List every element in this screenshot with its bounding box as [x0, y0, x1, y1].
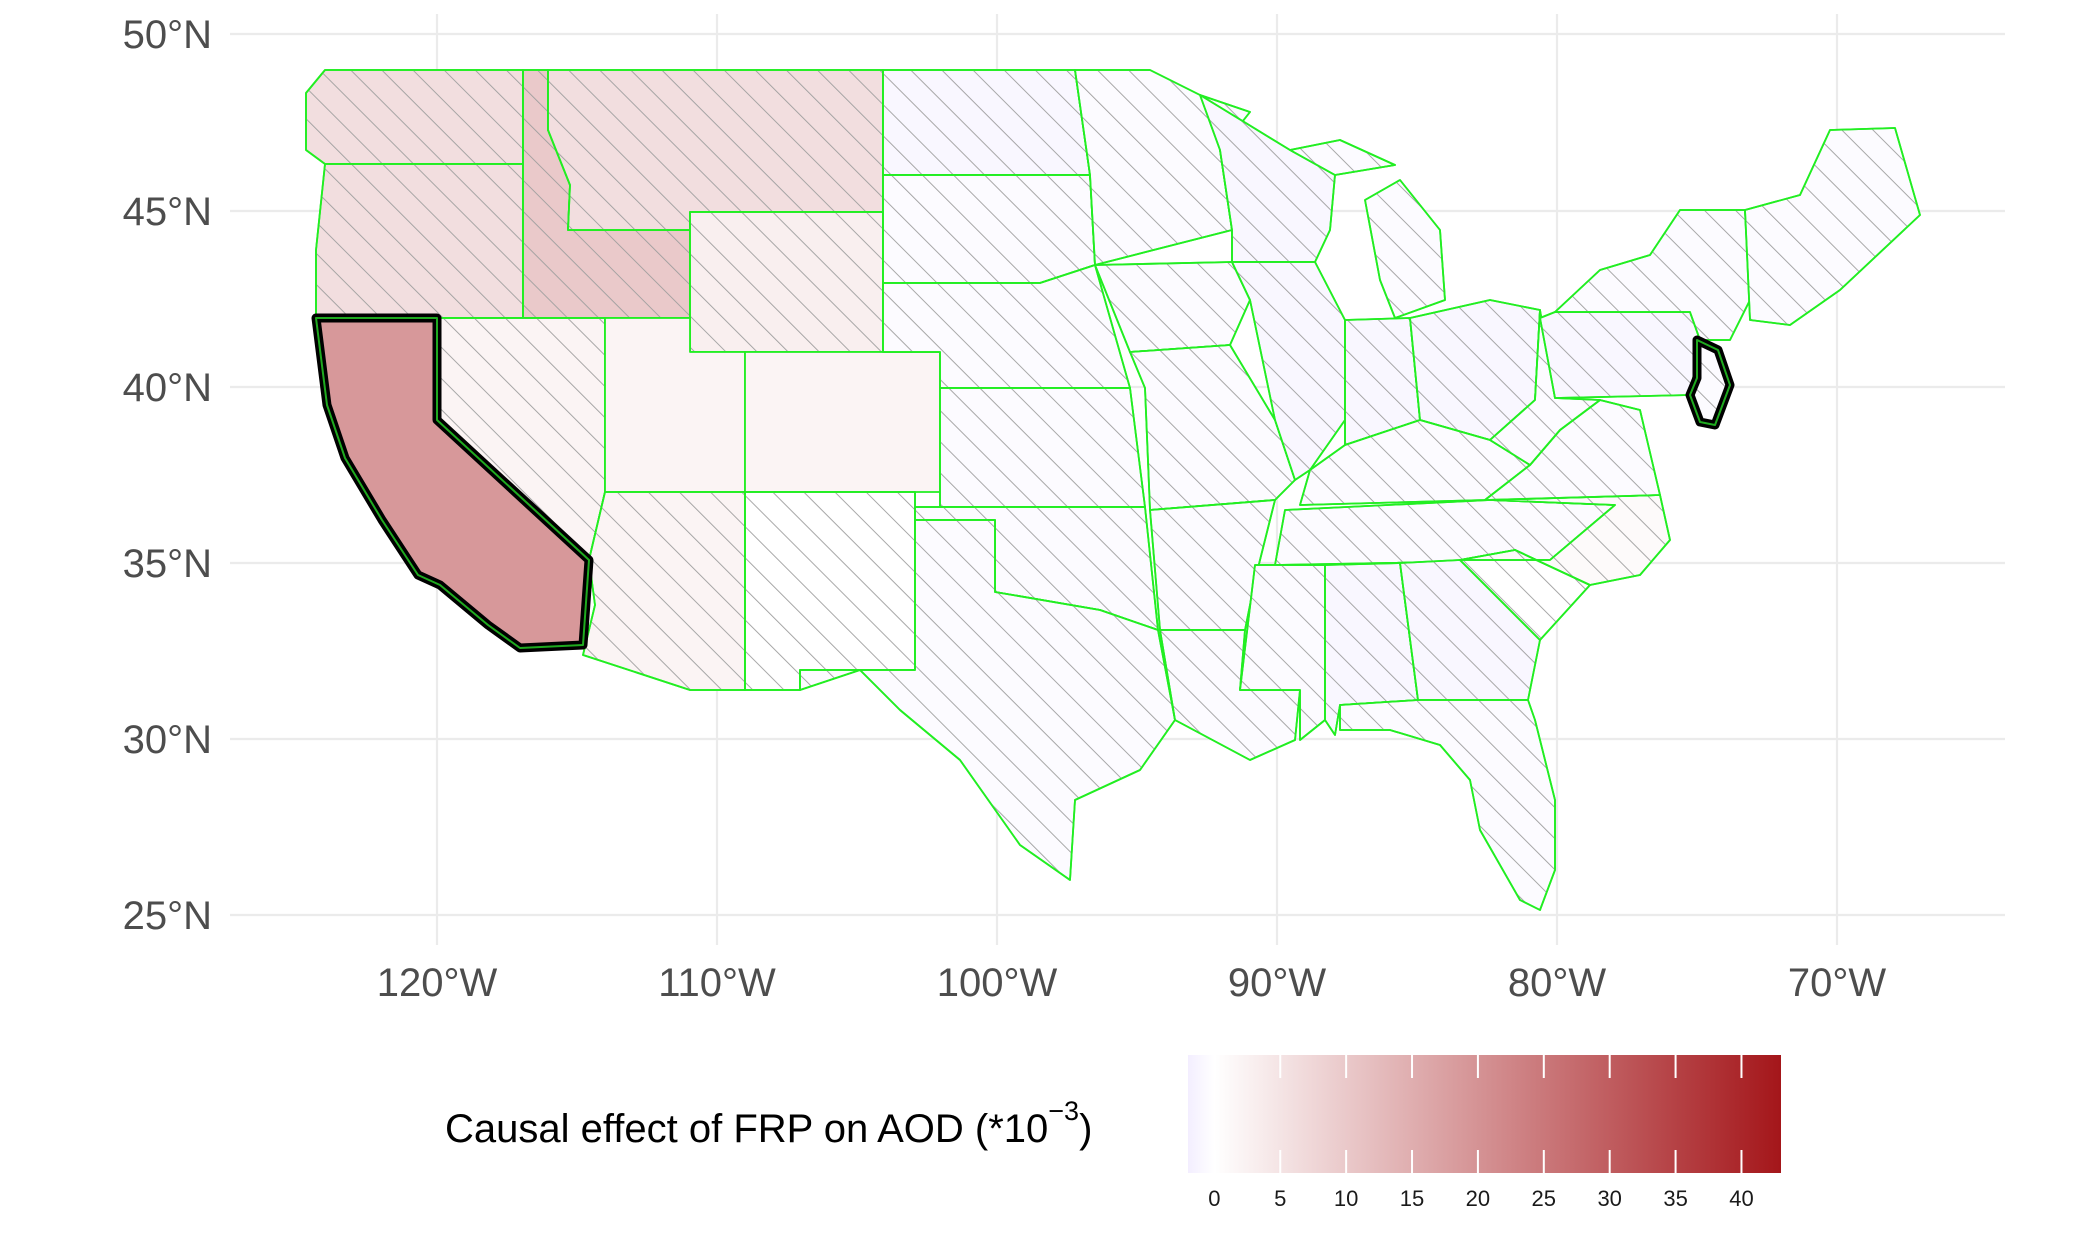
legend-ticks: 0 5 10 15 20 25 30 35 40 [1208, 1055, 1754, 1211]
hatch-north-carolina [1459, 494, 1671, 586]
lat-tick-label: 45°N [123, 190, 212, 234]
legend-tick-label: 15 [1400, 1186, 1424, 1211]
legend-tick-label: 20 [1466, 1186, 1490, 1211]
hatch-oregon [315, 163, 524, 319]
highlighted-states [311, 313, 1735, 653]
legend-title-superscript: −3 [1048, 1096, 1080, 1126]
lat-tick-label: 50°N [123, 13, 212, 57]
hatch-arizona [582, 491, 746, 691]
latitude-axis: 50°N 45°N 40°N 35°N 30°N 25°N [123, 13, 212, 938]
hatch-washington [305, 69, 524, 165]
lat-tick-label: 35°N [123, 542, 212, 586]
state-colorado [744, 351, 941, 493]
longitude-axis: 120°W 110°W 100°W 90°W 80°W 70°W [377, 961, 1887, 1005]
lon-tick-label: 80°W [1508, 961, 1606, 1005]
lon-tick-label: 100°W [937, 961, 1058, 1005]
hatch-pennsylvania [1539, 311, 1701, 399]
states-layer [305, 69, 1921, 911]
hatch-iowa [1094, 261, 1251, 353]
legend-colorbar [1188, 1055, 1781, 1173]
legend-tick-label: 30 [1597, 1186, 1621, 1211]
legend-title-close: ) [1079, 1107, 1093, 1151]
legend-tick-label: 40 [1729, 1186, 1753, 1211]
legend-tick-label: 35 [1663, 1186, 1687, 1211]
hatch-new-mexico [744, 491, 916, 691]
lon-tick-label: 70°W [1788, 961, 1886, 1005]
hatch-missouri [1129, 344, 1296, 511]
legend-tick-label: 0 [1208, 1186, 1220, 1211]
legend-tick-label: 25 [1532, 1186, 1556, 1211]
hatch-texas [799, 519, 1176, 881]
lon-tick-label: 90°W [1228, 961, 1326, 1005]
hatch-kansas [939, 387, 1146, 508]
hatch-montana [547, 69, 884, 231]
lon-tick-label: 120°W [377, 961, 498, 1005]
lon-tick-label: 110°W [658, 961, 776, 1005]
legend-title: Causal effect of FRP on AOD (*10−3) [445, 1096, 1092, 1152]
legend-tick-label: 10 [1334, 1186, 1358, 1211]
legend-title-text: Causal effect of FRP on AOD (*10 [445, 1107, 1049, 1151]
hatch-south-dakota [882, 174, 1096, 284]
hatch-louisiana [1159, 629, 1301, 761]
lat-tick-label: 40°N [123, 366, 212, 410]
hatch-michigan [1289, 139, 1446, 319]
lat-tick-label: 30°N [123, 718, 212, 762]
lat-tick-label: 25°N [123, 894, 212, 938]
hatch-florida [1339, 699, 1556, 911]
hatch-wyoming [689, 211, 884, 353]
color-legend: 0 5 10 15 20 25 30 35 40 [1188, 1055, 1781, 1211]
hatch-north-dakota [882, 69, 1091, 176]
hatch-new-england [1744, 127, 1921, 326]
hatch-georgia [1399, 559, 1541, 701]
legend-tick-label: 5 [1274, 1186, 1286, 1211]
